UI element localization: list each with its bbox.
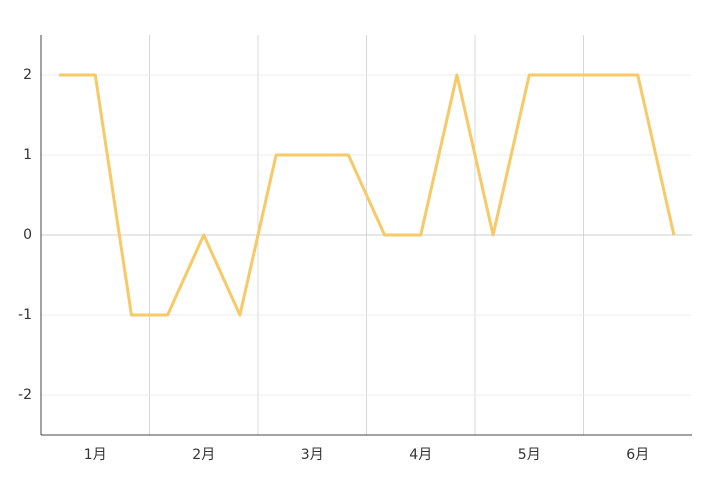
y-tick-label: 1	[23, 147, 32, 163]
y-tick-label: -1	[18, 307, 32, 323]
y-tick-label: 0	[23, 227, 32, 243]
y-tick-label: -2	[18, 387, 32, 403]
x-tick-label: 5月	[518, 447, 541, 463]
x-tick-label: 6月	[626, 447, 649, 463]
line-series	[59, 73, 676, 317]
x-tick-label: 1月	[84, 447, 107, 463]
x-tick-label: 4月	[409, 447, 432, 463]
x-tick-label: 3月	[301, 447, 324, 463]
y-tick-label: 2	[23, 67, 32, 83]
x-tick-label: 2月	[192, 447, 215, 463]
